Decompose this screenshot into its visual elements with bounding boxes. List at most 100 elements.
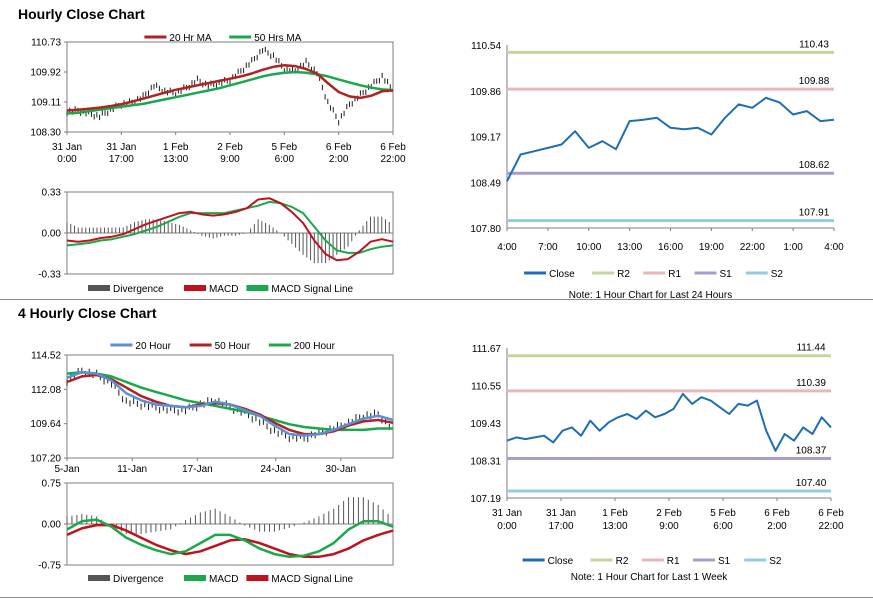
four-hourly-pivot-ytick-label: 108.31	[470, 457, 501, 468]
four-hourly-macd-ytick-label: 0.00	[42, 520, 62, 531]
hourly-price-xtick-label: 31 Jan	[52, 142, 82, 153]
four-hourly-price-xtick-label: 17-Jan	[182, 464, 213, 475]
four-hourly-macd-ytick-label: 0.75	[42, 479, 62, 490]
four-hourly-pivot-xtick-label: 31 Jan	[546, 508, 576, 519]
four-hourly-price-xtick-label: 5-Jan	[54, 464, 79, 475]
hourly-pivot-ytick-label: 110.54	[471, 41, 501, 52]
hourly-price-ytick-label: 108.30	[30, 128, 61, 139]
four-hourly-pivot-legend-label: S2	[769, 556, 782, 567]
hourly-pivot-xtick-label: 1:00	[783, 242, 803, 253]
hourly-price-xtick-label: 31 Jan	[106, 142, 136, 153]
four-hourly-pivot-xtick-label: 6 Feb	[764, 508, 790, 519]
hourly-pivot-legend-label: R2	[617, 269, 630, 280]
hourly-price-xtick-label: 6 Feb	[326, 142, 352, 153]
four-hourly-pivot-level-label: 111.44	[796, 343, 826, 354]
four-hourly-pivot-ytick-label: 110.55	[471, 382, 501, 393]
hourly-pivot-xtick-label: 22:00	[740, 242, 765, 253]
hourly-price-legend-label: 50 Hrs MA	[254, 33, 302, 44]
hourly-price-xtick-label: 13:00	[163, 154, 188, 165]
hourly-pivot-legend-label: S1	[720, 269, 733, 280]
hourly-pivot-legend-label: Close	[549, 269, 575, 280]
four-hourly-price-legend-label: 20 Hour	[135, 341, 171, 352]
hourly-price-xtick-label: 1 Feb	[163, 142, 189, 153]
four-hourly-pivot-level-label: 110.39	[796, 378, 826, 389]
hourly-price-xtick-label: 6:00	[275, 154, 295, 165]
hourly-price-ytick-label: 109.92	[30, 68, 61, 79]
hourly-ma20-line	[66, 64, 394, 112]
hourly-price-xtick-label: 22:00	[380, 154, 405, 165]
four-hourly-macd-legend-label: Divergence	[113, 574, 164, 585]
hourly-price-xtick-label: 0:00	[57, 154, 77, 165]
hourly-pivot-level-label: 110.43	[799, 39, 829, 50]
four-hourly-pivot-level-label: 108.37	[796, 445, 827, 456]
four-hourly-macd-legend-label: MACD	[209, 574, 238, 585]
hourly-price-xtick-label: 2 Feb	[217, 142, 243, 153]
hourly-macd-legend-swatch	[184, 285, 206, 291]
four-hourly-price-xtick-label: 11-Jan	[117, 464, 147, 475]
four-hourly-price-xtick-label: 30-Jan	[326, 464, 357, 475]
four-hourly-pivot-xtick-label: 2 Feb	[656, 508, 682, 519]
four-hourly-pivot-ytick-label: 109.43	[470, 419, 501, 430]
four-hourly-macd-legend-swatch	[88, 575, 110, 581]
four-hourly-pivot-xtick-label: 5 Feb	[710, 508, 736, 519]
hourly-price-plot	[66, 41, 394, 133]
hourly-macd-legend-swatch	[88, 285, 110, 291]
hourly-pivot-level-label: 109.88	[799, 76, 830, 87]
hourly-price-xtick-label: 9:00	[220, 154, 240, 165]
four-hourly-pivot-xtick-label: 9:00	[659, 521, 679, 532]
hourly-pivot-xtick-label: 4:00	[824, 242, 844, 253]
four-hourly-pivot-xtick-label: 17:00	[548, 521, 573, 532]
hourly-pivot-xtick-label: 13:00	[617, 242, 642, 253]
four-hourly-pivot-level-label: 107.40	[796, 478, 827, 489]
four-hourly-macd-line	[66, 518, 394, 559]
hourly-pivot-ytick-label: 107.80	[470, 224, 501, 235]
hourly-pivot-legend-label: R1	[668, 269, 681, 280]
hourly-price-xtick-label: 6 Feb	[380, 142, 406, 153]
hourly-macd-legend-swatch	[246, 285, 269, 291]
hourly-pivot-level-label: 107.91	[799, 208, 830, 219]
four-hourly-pivot-xtick-label: 22:00	[818, 521, 843, 532]
four-hourly-pivot-xtick-label: 0:00	[497, 521, 517, 532]
hourly-pivot-xtick-label: 10:00	[576, 242, 601, 253]
hourly-pivot-close-line	[506, 96, 835, 182]
four-hourly-pivot-close-line	[506, 392, 832, 452]
four-hourly-price-plot	[66, 354, 394, 459]
hourly-pivot-xtick-label: 19:00	[699, 242, 724, 253]
four-hourly-pivot-xtick-label: 13:00	[602, 521, 627, 532]
section-title-hourly: Hourly Close Chart	[18, 6, 145, 22]
four-hourly-pivot-note: Note: 1 Hour Chart for Last 1 Week	[571, 572, 729, 583]
section-divider	[0, 299, 873, 300]
hourly-macd-legend-label: MACD Signal Line	[271, 284, 353, 295]
hourly-price-legend-label: 20 Hr MA	[169, 33, 212, 44]
hourly-signal-line	[66, 200, 394, 254]
hourly-pivot-ytick-label: 108.49	[470, 178, 501, 189]
hourly-pivot-note: Note: 1 Hour Chart for Last 24 Hours	[569, 290, 732, 301]
hourly-macd-ytick-label: 0.00	[42, 229, 62, 240]
four-hourly-price-ytick-label: 107.20	[30, 454, 61, 465]
hourly-pivot-legend-label: S2	[771, 269, 784, 280]
four-hourly-macd-legend-swatch	[184, 575, 206, 581]
hourly-price-ytick-label: 109.11	[31, 98, 61, 109]
hourly-pivot-xtick-label: 16:00	[658, 242, 683, 253]
hourly-macd-legend-label: MACD	[209, 284, 238, 295]
four-hourly-price-legend-label: 200 Hour	[294, 341, 336, 352]
four-hourly-pivot-legend-label: S1	[718, 556, 731, 567]
four-hourly-pivot-ytick-label: 111.67	[472, 344, 502, 355]
hourly-pivot-xtick-label: 7:00	[538, 242, 558, 253]
hourly-pivot-ytick-label: 109.17	[470, 133, 501, 144]
hourly-macd-line	[66, 197, 394, 262]
hourly-price-xtick-label: 17:00	[109, 154, 134, 165]
four-hourly-pivot-legend-label: R1	[667, 556, 680, 567]
four-hourly-price-legend-label: 50 Hour	[215, 341, 251, 352]
four-hourly-price-ytick-label: 109.64	[30, 419, 61, 430]
four-hourly-macd-legend-label: MACD Signal Line	[271, 574, 353, 585]
hourly-price-ytick-label: 110.73	[31, 38, 61, 49]
hourly-ma50-line	[66, 70, 394, 115]
hourly-macd-ytick-label: 0.33	[42, 188, 62, 199]
four-hourly-price-xtick-label: 24-Jan	[260, 464, 291, 475]
four-hourly-macd-ytick-label: -0.75	[38, 561, 61, 572]
four-hourly-price-ytick-label: 114.52	[31, 351, 61, 362]
hourly-pivot-ytick-label: 109.86	[470, 87, 501, 98]
hourly-price-xtick-label: 5 Feb	[272, 142, 298, 153]
